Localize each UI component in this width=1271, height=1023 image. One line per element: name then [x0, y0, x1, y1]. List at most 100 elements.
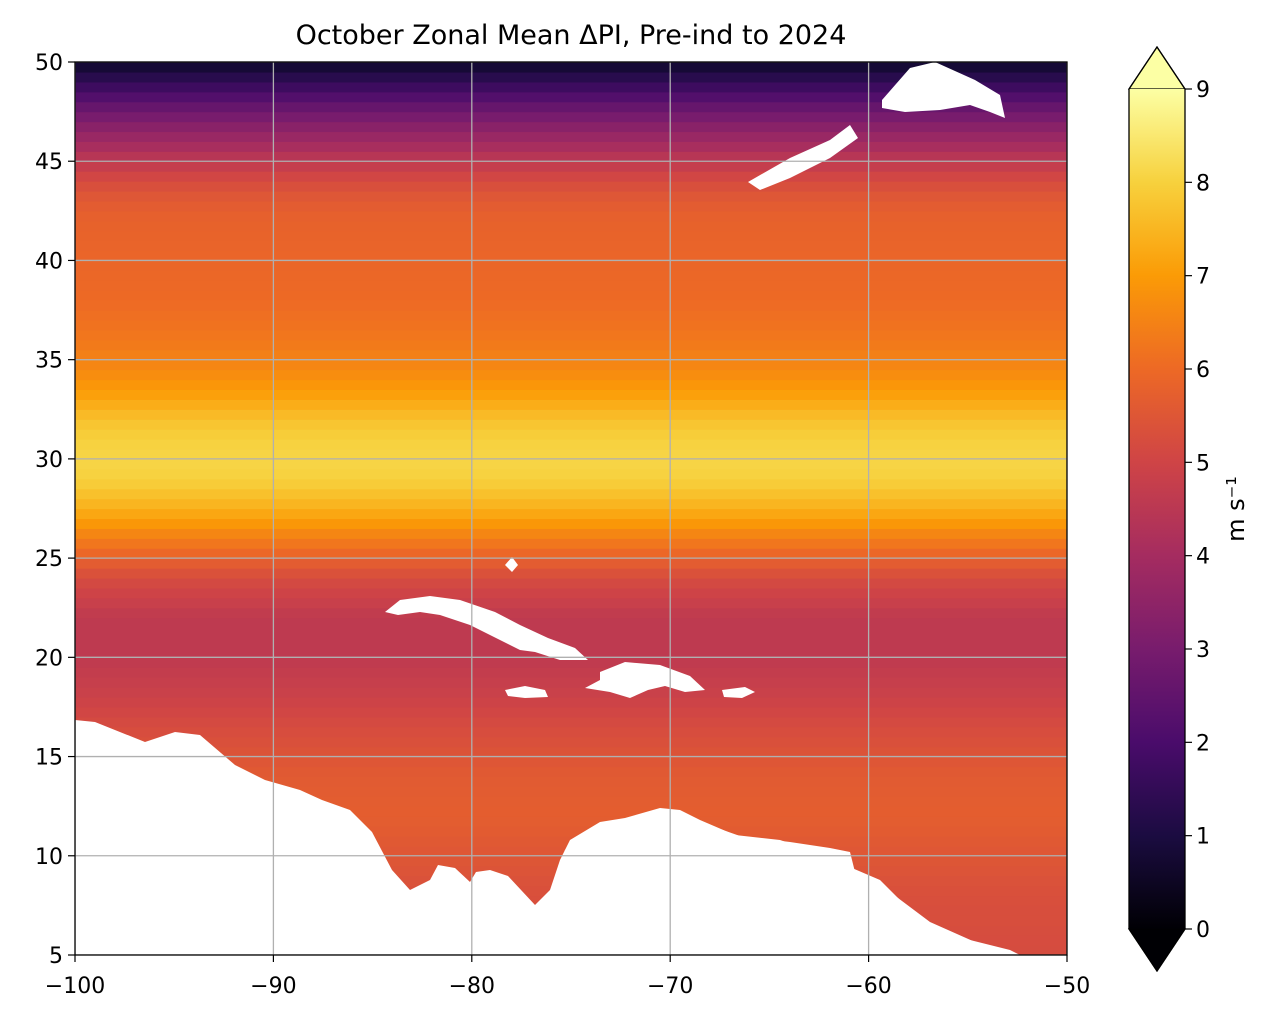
zonal-band	[75, 776, 1067, 787]
zonal-band	[75, 677, 1067, 688]
zonal-band	[75, 518, 1067, 529]
colorbar-tick-label: 6	[1196, 358, 1210, 383]
zonal-band	[75, 538, 1067, 549]
y-tick-label: 50	[35, 51, 63, 76]
zonal-band	[75, 319, 1067, 331]
colorbar-tick-label: 3	[1196, 638, 1210, 663]
zonal-band	[75, 62, 1067, 73]
zonal-band	[75, 230, 1067, 242]
colorbar: 0 1 2 3 4 5 6 7 8 9 m s⁻¹	[1127, 45, 1250, 973]
zonal-band	[75, 667, 1067, 678]
zonal-band	[75, 181, 1067, 192]
land-jamaica	[505, 686, 548, 698]
y-tick-label: 10	[35, 845, 63, 870]
map-title: October Zonal Mean ΔPI, Pre-ind to 2024	[296, 20, 847, 51]
zonal-band	[75, 280, 1067, 291]
zonal-band	[75, 498, 1067, 510]
zonal-band	[75, 339, 1067, 351]
zonal-band	[75, 796, 1067, 807]
x-tick-label: −70	[647, 974, 693, 999]
zonal-band	[75, 121, 1067, 133]
zonal-band	[75, 458, 1067, 470]
y-tick-label: 35	[35, 349, 63, 374]
zonal-band	[75, 597, 1067, 609]
colorbar-tick-label: 1	[1196, 825, 1210, 850]
delta-pi-field	[75, 62, 1067, 955]
colorbar-label: m s⁻¹	[1222, 476, 1250, 542]
zonal-band	[75, 419, 1067, 430]
zonal-band	[75, 250, 1067, 262]
y-tick-label: 30	[35, 448, 63, 473]
land-puerto-rico	[722, 687, 755, 698]
land-north-america	[75, 62, 1020, 955]
x-tick-label: −60	[845, 974, 891, 999]
zonal-band	[75, 379, 1067, 391]
zonal-band	[75, 240, 1067, 252]
x-tick-label: −100	[45, 974, 105, 999]
zonal-band	[75, 528, 1067, 539]
land-nova-scotia	[748, 125, 858, 190]
zonal-band	[75, 756, 1067, 768]
zonal-band	[75, 468, 1067, 480]
x-tick-label: −90	[250, 974, 296, 999]
y-tick-label: 20	[35, 646, 63, 671]
zonal-band	[75, 409, 1067, 420]
zonal-band	[75, 111, 1067, 123]
zonal-band	[75, 568, 1067, 579]
zonal-band	[75, 329, 1067, 341]
zonal-band	[75, 389, 1067, 400]
zonal-band	[75, 190, 1067, 202]
zonal-band	[75, 290, 1067, 301]
zonal-band	[75, 349, 1067, 361]
land-cuba	[385, 596, 588, 660]
zonal-band	[75, 151, 1067, 162]
y-tick-label: 25	[35, 547, 63, 572]
colorbar-tick-label: 4	[1196, 545, 1210, 570]
colorbar-tick-label: 9	[1196, 78, 1210, 103]
map-axes: −100 −90 −80 −70 −60 −50 5 10 15 20 25 30 35 40 45 50	[35, 51, 1090, 999]
zonal-band	[75, 220, 1067, 232]
axes-frame	[74, 61, 1068, 956]
y-tick-label: 5	[49, 944, 63, 969]
y-tick-label: 40	[35, 249, 63, 274]
zonal-band	[75, 657, 1067, 668]
longitude-ticks: −100 −90 −80 −70 −60 −50	[45, 955, 1090, 999]
zonal-band	[75, 627, 1067, 639]
zonal-band	[75, 726, 1067, 738]
zonal-band	[75, 300, 1067, 311]
land-south-america	[524, 812, 1020, 955]
zonal-band	[75, 786, 1067, 797]
zonal-band	[75, 161, 1067, 172]
zonal-band	[75, 766, 1067, 777]
land-hispaniola	[585, 662, 705, 698]
zonal-band	[75, 716, 1067, 728]
zonal-band	[75, 687, 1067, 698]
zonal-band	[75, 270, 1067, 281]
zonal-band	[75, 91, 1067, 103]
zonal-band	[75, 488, 1067, 500]
x-tick-label: −80	[449, 974, 495, 999]
colorbar-tick-label: 2	[1196, 731, 1210, 756]
zonal-band	[75, 260, 1067, 271]
zonal-band	[75, 508, 1067, 520]
zonal-band	[75, 577, 1067, 589]
x-tick-label: −50	[1044, 974, 1090, 999]
map-gridlines	[75, 62, 1067, 955]
zonal-band	[75, 816, 1067, 827]
latitude-ticks: 5 10 15 20 25 30 35 40 45 50	[35, 51, 75, 969]
zonal-band	[75, 637, 1067, 649]
zonal-band	[75, 171, 1067, 182]
colorbar-tick-label: 0	[1196, 918, 1210, 943]
zonal-band	[75, 359, 1067, 371]
colorbar-gradient	[1129, 89, 1185, 929]
zonal-band	[75, 210, 1067, 222]
zonal-band	[75, 200, 1067, 212]
zonal-band	[75, 558, 1067, 569]
colorbar-tick-label: 7	[1196, 265, 1210, 290]
zonal-band	[75, 71, 1067, 83]
zonal-band	[75, 587, 1067, 599]
colorbar-tick-label: 8	[1196, 171, 1210, 196]
zonal-band	[75, 141, 1067, 152]
colorbar-max-extension	[1127, 45, 1187, 90]
zonal-band	[75, 81, 1067, 93]
